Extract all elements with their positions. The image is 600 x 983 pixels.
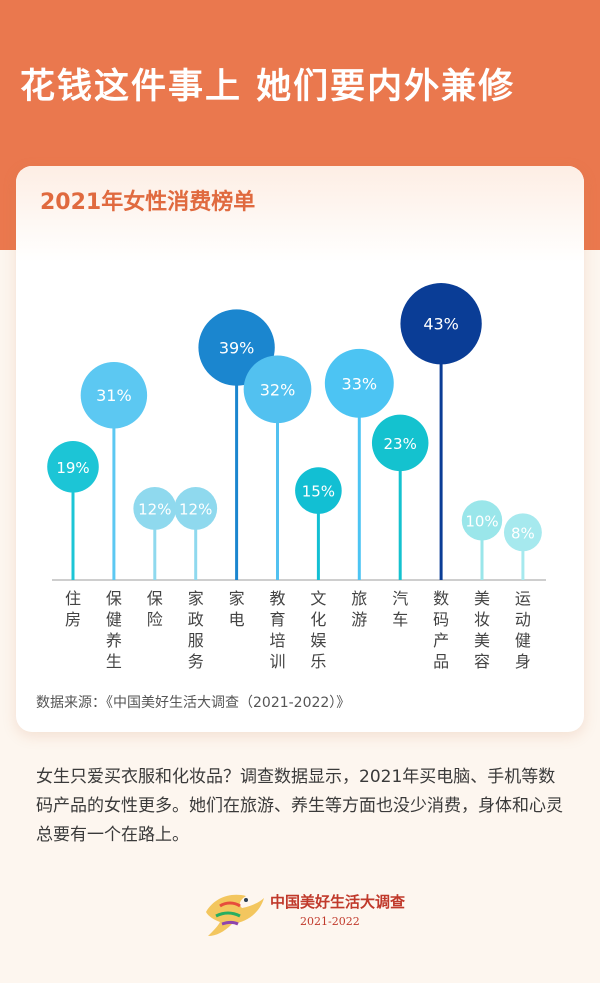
- value-label: 15%: [302, 483, 335, 501]
- card-top-gradient: [16, 166, 584, 262]
- value-label: 32%: [260, 380, 296, 399]
- lollipop-point: [324, 348, 394, 418]
- value-label: 39%: [219, 339, 255, 358]
- lollipop-point: [461, 500, 503, 541]
- lollipop-point: [80, 362, 148, 429]
- value-label: 12%: [138, 500, 171, 518]
- category-label: 数码产品: [433, 589, 449, 671]
- survey-logo: 中国美好生活大调查 2021-2022: [200, 882, 410, 942]
- value-label: 10%: [465, 512, 498, 530]
- category-label: 保险: [147, 589, 163, 629]
- chart-card: 2021年女性消费榜单 19% 住房 31% 保健养生 12% 保险 12% 家政服务 39% 家…: [16, 166, 584, 732]
- value-label: 33%: [342, 374, 378, 393]
- category-label: 教育培训: [269, 589, 285, 671]
- value-label: 23%: [384, 435, 417, 453]
- value-label: 19%: [56, 459, 89, 477]
- logo-years: 2021-2022: [300, 915, 360, 928]
- body-paragraph: 女生只爱买衣服和化妆品？调查数据显示，2021年买电脑、手机等数码产品的女性更多…: [36, 767, 563, 845]
- lollipop-point: [133, 487, 177, 530]
- category-label: 家电: [229, 589, 245, 629]
- category-label: 旅游: [351, 589, 367, 629]
- page-headline: 花钱这件事上 她们要内外兼修: [20, 67, 516, 107]
- data-source: 数据来源：《中国美好生活大调查（2021-2022）》: [36, 695, 351, 711]
- lollipop-point: [371, 414, 429, 472]
- value-label: 8%: [511, 524, 535, 542]
- value-label: 31%: [96, 386, 132, 405]
- dove-icon: [206, 894, 264, 936]
- lollipop-point: [243, 355, 312, 424]
- category-label: 美妆美容: [474, 589, 490, 671]
- lollipop-point: [174, 487, 218, 530]
- category-label: 汽车: [392, 589, 408, 629]
- value-label: 43%: [423, 315, 459, 334]
- lollipop-point: [47, 440, 99, 493]
- category-label: 运动健身: [515, 589, 531, 671]
- lollipop-point: [400, 283, 482, 365]
- category-label: 文化娱乐: [310, 589, 326, 671]
- category-label: 住房: [65, 589, 81, 629]
- logo-name: 中国美好生活大调查: [270, 893, 406, 911]
- category-label: 保健养生: [106, 589, 122, 671]
- chart-title: 2021年女性消费榜单: [40, 190, 256, 215]
- value-label: 12%: [179, 500, 212, 518]
- lollipop-chart: 19% 住房 31% 保健养生 12% 保险 12% 家政服务 39% 家电 32% 教育培训 15% 文…: [47, 283, 546, 671]
- lollipop-point: [503, 513, 542, 552]
- category-label: 家政服务: [188, 589, 204, 671]
- lollipop-point: [295, 467, 342, 514]
